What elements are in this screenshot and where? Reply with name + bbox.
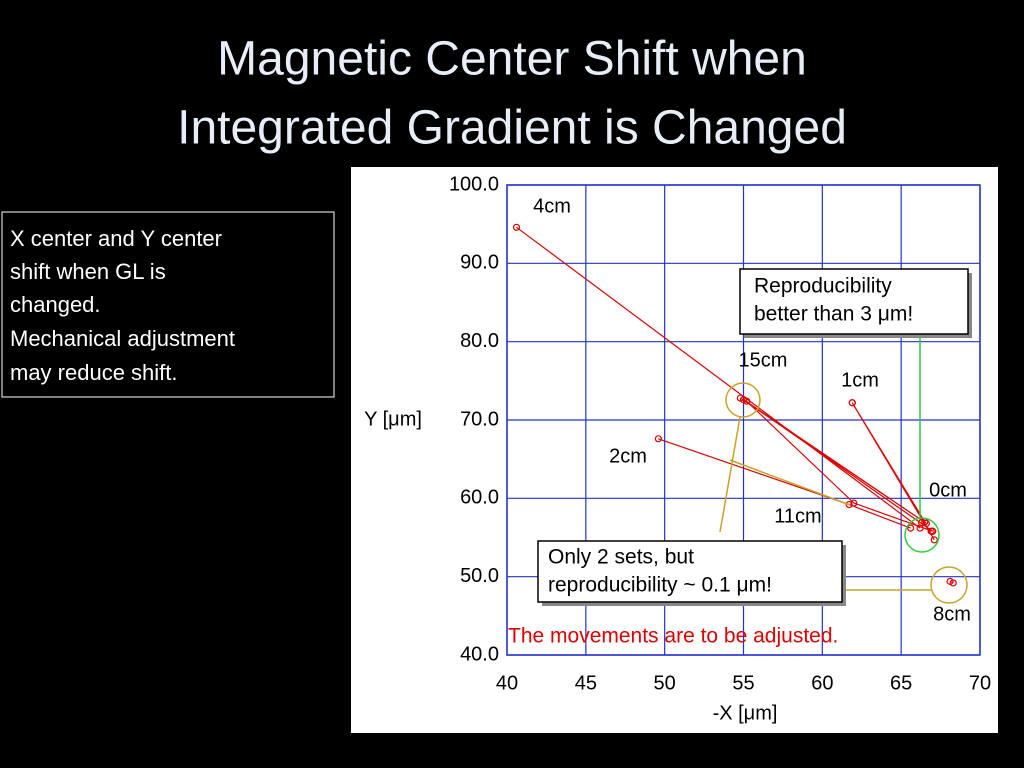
annotation-box [739, 268, 969, 335]
point [930, 536, 938, 544]
chart-area [351, 167, 998, 733]
point [949, 579, 957, 587]
note-line: shift when GL is [10, 259, 166, 284]
y-tick-label: 90.0 [460, 252, 499, 274]
y-tick-label: 100.0 [449, 173, 499, 195]
connector [729, 459, 851, 506]
note-line: Mechanical adjustment [10, 326, 235, 351]
series-label: 2cm [609, 445, 647, 467]
series-line [851, 402, 935, 541]
series-line [516, 226, 921, 529]
highlight-circle [904, 517, 940, 553]
series-line [740, 397, 934, 532]
x-axis-label: -X [μm] [713, 702, 778, 724]
highlight-circle [930, 566, 968, 604]
point [927, 527, 935, 535]
x-tick-label: 50 [654, 672, 676, 694]
plot-frame [506, 184, 981, 656]
annotation-box [537, 540, 843, 603]
slide-title: Integrated Gradient is Changed [177, 102, 847, 155]
y-tick-label: 40.0 [460, 643, 499, 665]
point [845, 501, 853, 509]
annotation: reproducibility ~ 0.1 μm! [548, 574, 772, 597]
note-line: X center and Y center [10, 226, 222, 251]
point [848, 399, 856, 407]
annotation: Reproducibility [754, 275, 892, 298]
series-label: 4cm [533, 195, 571, 217]
note-line: changed. [10, 292, 101, 317]
x-tick-label: 65 [890, 672, 912, 694]
point [743, 397, 751, 405]
note-box [1, 211, 335, 398]
series-line [746, 400, 933, 532]
point [918, 519, 926, 527]
series-label: 1cm [841, 369, 879, 391]
point [512, 223, 521, 231]
series-label: 8cm [933, 603, 971, 625]
x-tick-label: 60 [811, 672, 833, 694]
slide-title: Magnetic Center Shift when [217, 33, 807, 86]
x-tick-label: 45 [575, 672, 597, 694]
annotation: Only 2 sets, but [548, 546, 694, 569]
point [850, 499, 858, 507]
y-tick-label: 70.0 [460, 408, 499, 430]
series-label: 0cm [929, 479, 967, 501]
y-tick-label: 80.0 [460, 330, 499, 352]
note-line: may reduce shift. [10, 360, 178, 385]
highlight-circle [725, 382, 761, 418]
series-line [921, 522, 932, 532]
point [907, 524, 915, 532]
y-axis-label: Y [μm] [364, 408, 422, 430]
point [654, 435, 662, 443]
series-label: 11cm [774, 505, 821, 527]
y-tick-label: 60.0 [460, 487, 499, 509]
x-tick-label: 55 [732, 672, 754, 694]
connector [719, 416, 741, 533]
annotation: The movements are to be adjusted. [508, 625, 838, 648]
y-tick-label: 50.0 [460, 565, 499, 587]
x-tick-label: 40 [496, 672, 518, 694]
x-tick-label: 70 [969, 672, 991, 694]
series-label: 15cm [739, 349, 788, 371]
annotation: better than 3 μm! [754, 303, 913, 326]
